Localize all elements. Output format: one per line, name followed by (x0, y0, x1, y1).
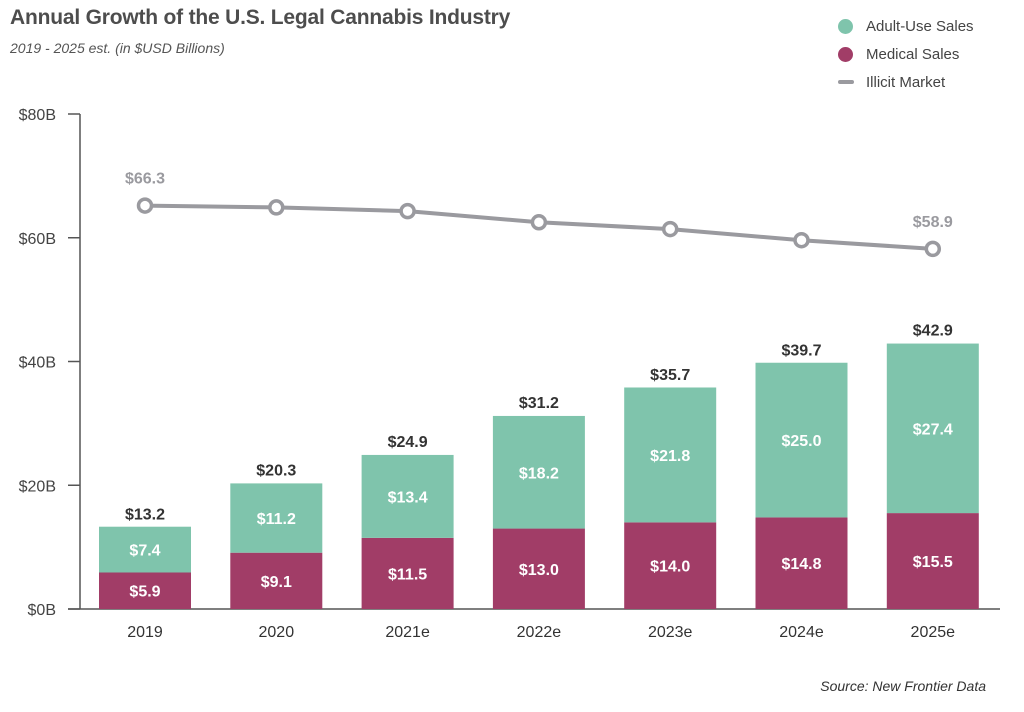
legend-label: Illicit Market (866, 73, 946, 91)
source-note: Source: New Frontier Data (820, 678, 986, 694)
bar-label-medical: $5.9 (129, 584, 160, 601)
bar-total-label: $35.7 (650, 367, 690, 384)
bar-label-adult-use: $25.0 (781, 433, 821, 450)
y-tick-label: $60B (19, 231, 56, 248)
y-tick-label: $80B (19, 107, 56, 124)
bar-label-adult-use: $21.8 (650, 448, 690, 465)
bar-total-label: $31.2 (519, 395, 559, 412)
bar-label-medical: $11.5 (388, 566, 427, 583)
bar-total-label: $13.2 (125, 506, 165, 523)
bar-adult-use (624, 387, 717, 523)
legend-label: Medical Sales (866, 45, 960, 63)
bar-total-label: $20.3 (256, 462, 296, 479)
x-tick-label: 2021e (385, 624, 430, 641)
x-tick-label: 2019 (127, 624, 163, 641)
bar-label-medical: $15.5 (913, 554, 953, 571)
bar-label-medical: $14.8 (781, 556, 821, 573)
y-tick-label: $0B (28, 602, 56, 619)
legend-label: Adult-Use Sales (866, 17, 974, 35)
bar-total-label: $42.9 (913, 323, 953, 340)
y-tick-label: $20B (19, 478, 56, 495)
illicit-market-point (530, 214, 548, 231)
x-tick-label: 2024e (779, 624, 824, 641)
x-tick-label: 2022e (517, 624, 562, 641)
bar-medical (230, 552, 323, 609)
illicit-market-point (399, 202, 416, 220)
bar-medical (361, 537, 454, 609)
bar-label-medical: $13.0 (519, 562, 559, 579)
bar-adult-use (230, 483, 323, 553)
legend-item-adult-use: Adult-Use Sales (838, 12, 974, 40)
legend: Adult-Use Sales Medical Sales Illicit Ma… (838, 12, 974, 96)
illicit-market-point (924, 240, 942, 258)
bar-label-adult-use: $13.4 (388, 489, 428, 506)
illicit-market-label: $66.3 (125, 171, 165, 188)
bar-total-label: $24.9 (388, 434, 428, 451)
bar-label-adult-use: $11.2 (257, 511, 296, 528)
illicit-market-point (793, 231, 810, 249)
chart-subtitle: 2019 - 2025 est. (in $USD Billions) (10, 40, 225, 56)
bar-medical (886, 513, 979, 609)
bar-adult-use (886, 343, 979, 514)
x-tick-label: 2020 (259, 624, 295, 641)
bar-label-adult-use: $18.2 (519, 465, 559, 482)
bar-total-label: $39.7 (781, 342, 821, 359)
bar-adult-use (755, 362, 848, 518)
bar-medical (492, 528, 585, 609)
bar-medical (624, 522, 717, 609)
bar-adult-use (492, 415, 585, 529)
medical-swatch-icon (838, 46, 853, 62)
bar-label-adult-use: $7.4 (129, 543, 160, 560)
illicit-market-point (661, 220, 679, 238)
illicit-swatch-icon (838, 80, 854, 84)
chart-title: Annual Growth of the U.S. Legal Cannabis… (10, 6, 511, 29)
bar-adult-use (361, 454, 454, 538)
adult-use-swatch-icon (838, 18, 853, 34)
bar-medical (99, 572, 191, 609)
illicit-market-label: $58.9 (913, 214, 953, 231)
legend-item-illicit: Illicit Market (838, 68, 974, 96)
bar-medical (755, 517, 848, 609)
illicit-market-point (268, 199, 285, 216)
bar-adult-use (99, 526, 191, 573)
y-tick-label: $40B (19, 355, 56, 372)
x-tick-label: 2025e (911, 624, 956, 641)
bar-label-medical: $9.1 (261, 574, 292, 591)
x-tick-label: 2023e (648, 624, 693, 641)
illicit-market-point (136, 197, 154, 214)
legend-item-medical: Medical Sales (838, 40, 974, 68)
bar-label-adult-use: $27.4 (913, 421, 953, 438)
bar-label-medical: $14.0 (650, 559, 690, 576)
